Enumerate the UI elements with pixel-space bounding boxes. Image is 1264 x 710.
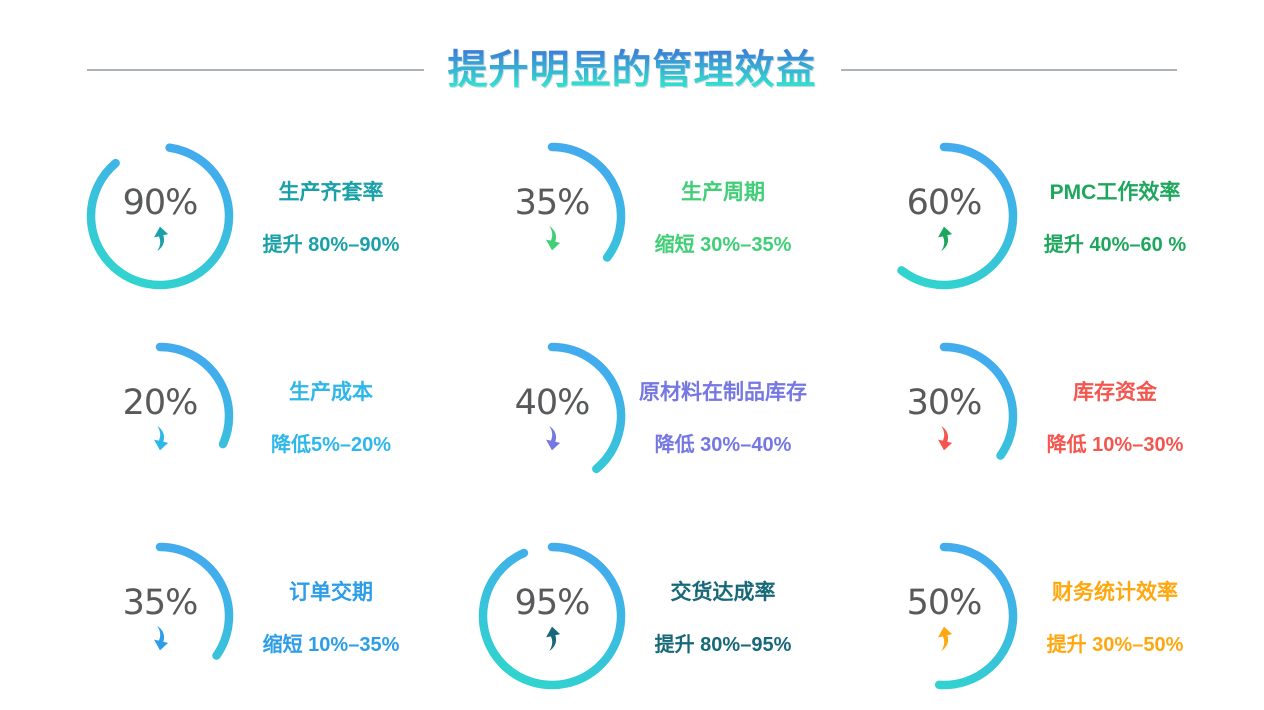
gauge-arc	[934, 542, 1018, 690]
gauge-center: 20%	[85, 341, 235, 491]
gauge-ring: 90%	[85, 141, 235, 291]
gauge-description: 降低 10%–30%	[1046, 434, 1184, 456]
trend-down-arrow-icon	[154, 426, 169, 451]
gauge-percent-value: 40%	[514, 383, 591, 423]
slide-header: 提升明显的管理效益	[0, 0, 1264, 93]
gauge-center: 35%	[477, 141, 627, 291]
gauge-unit: 95% 交货达成率 提升 80%–95%	[477, 541, 811, 691]
gauge-percent-value: 60%	[906, 183, 983, 223]
gauge-description: 提升 40%–60 %	[1043, 234, 1187, 256]
gauge-unit: 40% 原材料在制品库存 降低 30%–40%	[477, 341, 811, 491]
gauge-ring: 40%	[477, 341, 627, 491]
gauge-ring: 30%	[869, 341, 1019, 491]
gauge-labels: 生产成本 降低5%–20%	[243, 341, 419, 491]
gauge-center: 50%	[869, 541, 1019, 691]
gauge-labels: 生产齐套率 提升 80%–90%	[243, 141, 419, 291]
trend-down-arrow-icon	[546, 226, 561, 251]
gauge-title: 交货达成率	[670, 581, 776, 604]
gauge-unit: 20% 生产成本 降低5%–20%	[85, 341, 419, 491]
gauge-description: 提升 30%–50%	[1046, 634, 1184, 656]
gauge-ring: 20%	[85, 341, 235, 491]
gauge-arc	[86, 143, 234, 290]
trend-down-arrow-icon	[546, 426, 561, 451]
gauge-title: 生产成本	[289, 381, 373, 404]
trend-down-arrow-icon	[154, 626, 169, 651]
gauge-labels: PMC工作效率 提升 40%–60 %	[1027, 141, 1203, 291]
gauge-percent-value: 30%	[906, 383, 983, 423]
gauge-center: 95%	[477, 541, 627, 691]
gauge-unit: 30% 库存资金 降低 10%–30%	[869, 341, 1203, 491]
trend-up-arrow-icon	[938, 626, 953, 651]
gauge-arc	[155, 542, 234, 660]
gauge-percent-value: 50%	[906, 583, 983, 623]
gauge-percent-value: 95%	[514, 583, 591, 623]
gauge-ring: 95%	[477, 541, 627, 691]
gauge-center: 30%	[869, 341, 1019, 491]
header-line-left	[87, 69, 424, 71]
gauge-labels: 生产周期 缩短 30%–35%	[635, 141, 811, 291]
gauge-description: 降低 30%–40%	[654, 434, 792, 456]
gauge-description: 降低5%–20%	[270, 434, 392, 456]
gauge-unit: 35% 生产周期 缩短 30%–35%	[477, 141, 811, 291]
gauge-center: 40%	[477, 341, 627, 491]
gauge-title: PMC工作效率	[1049, 181, 1181, 204]
gauge-percent-value: 35%	[514, 183, 591, 223]
gauge-unit: 60% PMC工作效率 提升 40%–60 %	[869, 141, 1203, 291]
gauge-center: 90%	[85, 141, 235, 291]
gauge-title: 库存资金	[1073, 381, 1157, 404]
page-title: 提升明显的管理效益	[447, 48, 817, 92]
gauge-title: 财务统计效率	[1052, 581, 1178, 604]
gauge-ring: 35%	[85, 541, 235, 691]
gauge-unit: 90% 生产齐套率 提升 80%–90%	[85, 141, 419, 291]
gauge-description: 提升 80%–95%	[654, 634, 792, 656]
gauge-description: 缩短 30%–35%	[654, 234, 792, 256]
trend-up-arrow-icon	[546, 626, 561, 651]
gauge-title: 原材料在制品库存	[639, 381, 807, 404]
gauge-ring: 35%	[477, 141, 627, 291]
gauge-title: 生产齐套率	[278, 181, 384, 204]
gauge-arc	[939, 342, 1018, 460]
gauge-ring: 60%	[869, 141, 1019, 291]
gauge-labels: 库存资金 降低 10%–30%	[1027, 341, 1203, 491]
gauge-arc	[547, 142, 626, 262]
gauge-unit: 35% 订单交期 缩短 10%–35%	[85, 541, 419, 691]
gauge-labels: 财务统计效率 提升 30%–50%	[1027, 541, 1203, 691]
gauge-labels: 原材料在制品库存 降低 30%–40%	[635, 341, 811, 491]
gauge-title: 生产周期	[681, 181, 765, 204]
gauge-arc	[478, 542, 626, 690]
gauge-arc	[897, 142, 1018, 290]
gauge-description: 提升 80%–90%	[262, 234, 400, 256]
gauge-labels: 交货达成率 提升 80%–95%	[635, 541, 811, 691]
gauge-ring: 50%	[869, 541, 1019, 691]
gauge-center: 60%	[869, 141, 1019, 291]
gauge-arc	[155, 342, 234, 449]
gauge-percent-value: 35%	[122, 583, 199, 623]
gauge-percent-value: 90%	[122, 183, 199, 223]
trend-down-arrow-icon	[938, 426, 953, 451]
gauge-percent-value: 20%	[122, 383, 199, 423]
gauge-center: 35%	[85, 541, 235, 691]
header-line-right	[840, 69, 1177, 71]
gauge-grid: 90% 生产齐套率 提升 80%–90% 35% 生产周期	[0, 141, 1264, 691]
gauge-unit: 50% 财务统计效率 提升 30%–50%	[869, 541, 1203, 691]
gauge-labels: 订单交期 缩短 10%–35%	[243, 541, 419, 691]
gauge-title: 订单交期	[289, 581, 373, 604]
trend-up-arrow-icon	[938, 226, 953, 251]
gauge-arc	[547, 342, 626, 474]
trend-up-arrow-icon	[154, 226, 169, 251]
gauge-description: 缩短 10%–35%	[262, 634, 400, 656]
